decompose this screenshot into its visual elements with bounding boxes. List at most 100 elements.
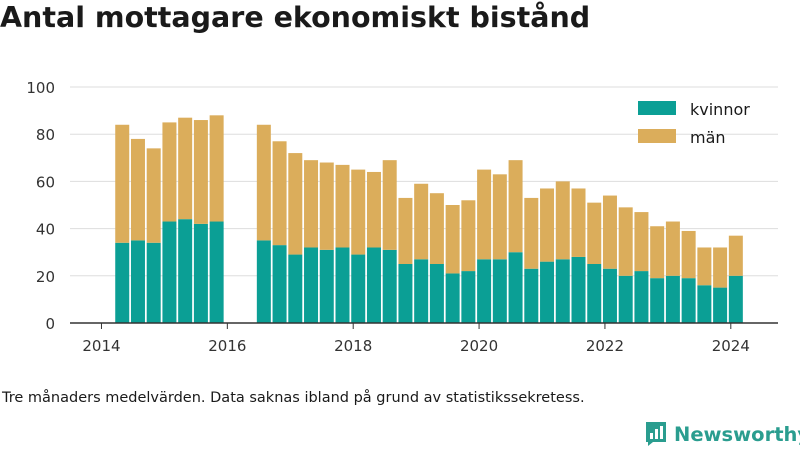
bar-man [445,205,460,274]
bar-man [398,197,413,264]
brand-logo[interactable]: Newsworthy [644,420,800,448]
bar-kvinnor [697,285,712,323]
legend-swatch-man [638,129,676,143]
bar-kvinnor [508,252,523,323]
bar-kvinnor [414,259,429,323]
bar-kvinnor [351,254,366,323]
bar-man [540,188,555,262]
bar-kvinnor [587,264,602,323]
bar-man [382,160,397,250]
bar-man [146,148,161,243]
bar-man [477,169,492,260]
bar-man [555,181,570,260]
y-tick-label: 40 [36,221,55,239]
bar-man [272,141,287,246]
bar-man [728,235,743,276]
x-tick-label: 2024 [712,337,750,355]
bar-kvinnor [209,221,224,323]
bars [115,115,743,323]
bar-man [602,195,617,269]
bar-kvinnor [524,268,539,323]
bar-man [665,221,680,276]
bar-man [681,230,696,279]
bar-kvinnor [130,240,145,323]
bar-man [256,124,271,241]
bar-man [178,117,193,220]
bar-kvinnor [115,242,130,323]
bar-kvinnor [319,249,334,323]
bar-man [618,207,633,276]
bar-kvinnor [571,256,586,323]
bar-kvinnor [366,247,381,323]
bar-kvinnor [681,278,696,323]
x-tick-label: 2018 [334,337,372,355]
bar-man [508,160,523,253]
legend-label-kvinnor: kvinnor [690,100,750,119]
legend: kvinnor män [638,100,750,147]
legend-swatch-kvinnor [638,101,676,115]
x-tick-label: 2014 [82,337,120,355]
bar-man [634,212,649,272]
bar-kvinnor [146,242,161,323]
bar-kvinnor [477,259,492,323]
y-tick-label: 20 [36,268,55,286]
bar-man [366,171,381,248]
bar-man [650,226,665,279]
bar-kvinnor [272,245,287,323]
bar-kvinnor [288,254,303,323]
bar-man [319,162,334,250]
bar-man [193,120,208,224]
bar-kvinnor [618,275,633,323]
x-tick-label: 2020 [460,337,498,355]
bar-kvinnor [555,259,570,323]
bar-kvinnor [665,275,680,323]
bar-man [414,183,429,260]
bar-man [429,193,444,264]
bar-man [130,138,145,241]
bar-man [288,153,303,255]
y-tick-label: 60 [36,173,55,191]
bar-kvinnor [193,223,208,323]
bar-kvinnor [162,221,177,323]
bar-kvinnor [429,264,444,323]
bar-kvinnor [713,287,728,323]
bar-kvinnor [492,259,507,323]
bar-man [571,188,586,257]
x-tick-label: 2016 [208,337,246,355]
bar-chart: 0 20 40 60 80 100 2014 2016 2018 2020 2022 2024 kvi… [26,79,778,355]
x-tick-label: 2022 [586,337,624,355]
bar-man [115,124,130,243]
y-tick-label: 100 [26,79,55,97]
bar-kvinnor [461,271,476,323]
bar-kvinnor [540,261,555,323]
bar-man [492,174,507,260]
bar-man [209,115,224,222]
bar-kvinnor [650,278,665,323]
bar-kvinnor [634,271,649,323]
bar-kvinnor [304,247,319,323]
bar-man [461,200,476,272]
bar-man [697,247,712,286]
footnote: Tre månaders medelvärden. Data saknas ib… [2,390,585,406]
legend-label-man: män [690,128,726,147]
bar-man [524,197,539,269]
bar-man [304,160,319,248]
brand-name: Newsworthy [674,422,800,446]
bar-man [713,247,728,288]
newsworthy-logo-icon [646,422,666,446]
bar-kvinnor [728,275,743,323]
bar-kvinnor [602,268,617,323]
bar-kvinnor [445,273,460,323]
bar-man [351,169,366,255]
bar-kvinnor [382,249,397,323]
bar-kvinnor [178,219,193,323]
bar-kvinnor [256,240,271,323]
bar-kvinnor [335,247,350,323]
bar-man [335,164,350,248]
chart-title: Antal mottagare ekonomiskt bistånd [0,1,591,34]
y-tick-label: 80 [36,126,55,144]
axes: 0 20 40 60 80 100 2014 2016 2018 2020 2022 2024 [26,79,778,355]
bar-man [587,202,602,264]
bar-kvinnor [398,264,413,323]
bar-man [162,122,177,222]
